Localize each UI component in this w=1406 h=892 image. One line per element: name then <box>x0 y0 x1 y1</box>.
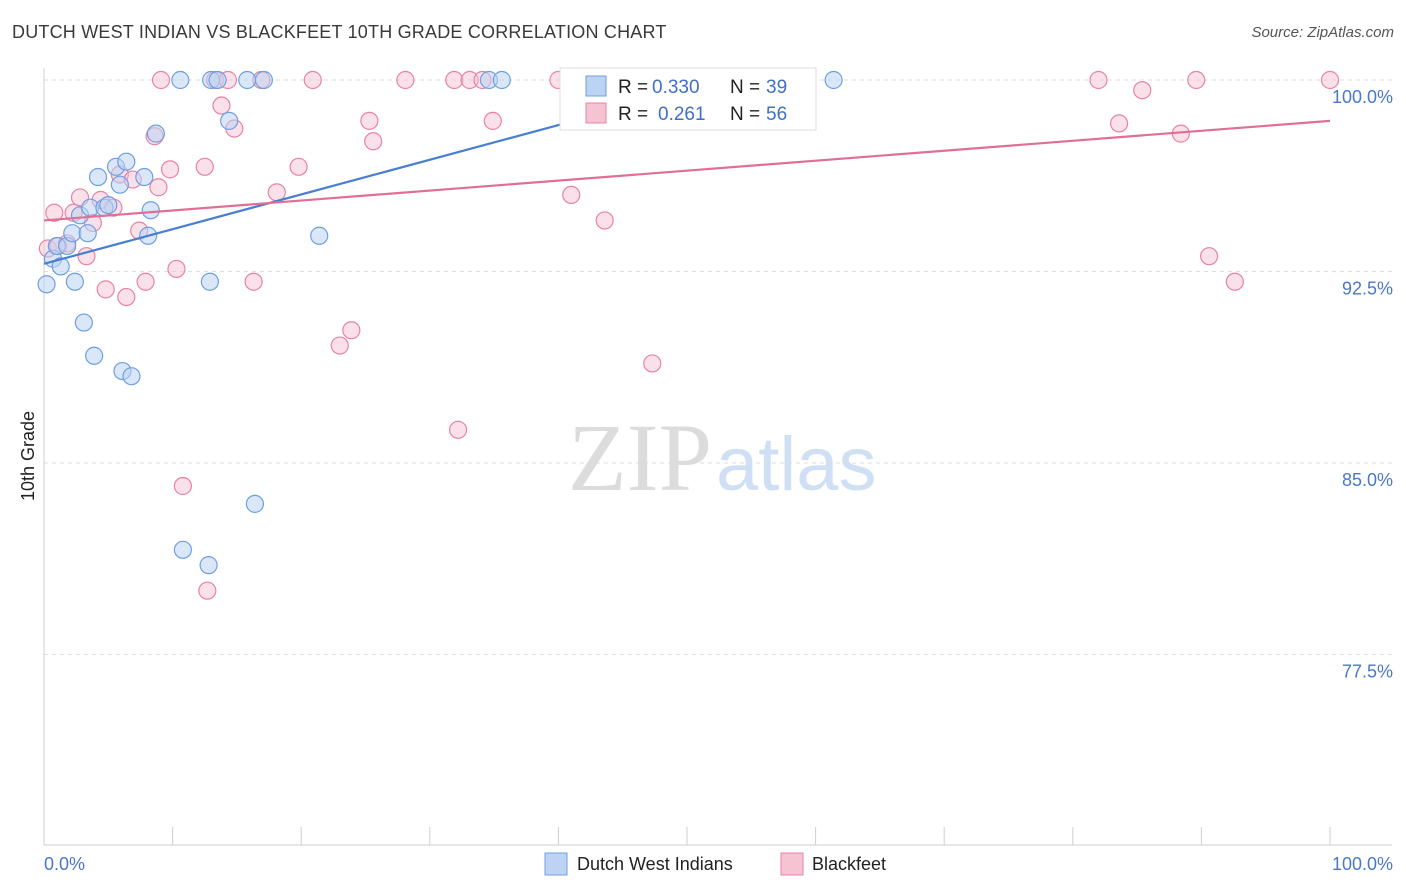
dutch-point-3 <box>51 257 70 276</box>
legend-n-label-dutch: N = <box>730 77 760 98</box>
y-tick-label-3: 77.5% <box>1342 662 1393 682</box>
dutch-point-19 <box>122 367 141 386</box>
bottom-legend-label-dutch: Dutch West Indians <box>577 854 733 874</box>
y-tick-labels: 100.0% 92.5% 85.0% 77.5% <box>1332 87 1393 682</box>
bottom-legend-swatch-blackfeet <box>780 852 804 876</box>
blackfeet-point-50 <box>1133 81 1152 100</box>
blackfeet-point-38 <box>445 70 464 90</box>
dutch-point-34 <box>310 226 329 245</box>
watermark-atlas: atlas <box>716 422 877 507</box>
blackfeet-point-12 <box>117 287 136 307</box>
y-axis-title: 10th Grade <box>18 411 38 501</box>
legend-r-label-dutch: R = <box>618 77 648 98</box>
dutch-point-0 <box>37 275 56 294</box>
legend-r-label-blackfeet: R = <box>618 104 648 125</box>
blackfeet-point-31 <box>289 157 308 176</box>
dutch-point-23 <box>146 124 165 143</box>
blackfeet-point-42 <box>483 111 502 130</box>
y-tick-label-2: 85.0% <box>1342 470 1393 490</box>
blackfeet-point-25 <box>212 96 231 115</box>
dutch-point-36 <box>492 70 511 90</box>
dutch-point-12 <box>88 167 108 187</box>
blackfeet-point-54 <box>1225 272 1244 291</box>
blackfeet-point-44 <box>562 185 581 204</box>
blackfeet-point-1 <box>45 203 64 222</box>
dutch-point-5 <box>63 224 82 243</box>
dutch-point-22 <box>141 201 160 220</box>
blackfeet-point-19 <box>160 160 180 179</box>
dutch-point-6 <box>65 272 84 291</box>
legend-r-value-dutch: 0.330 <box>652 77 700 98</box>
blackfeet-point-22 <box>195 157 214 176</box>
blackfeet-point-55 <box>1320 70 1340 90</box>
data-points <box>37 70 1340 600</box>
blackfeet-point-52 <box>1187 70 1206 90</box>
dutch-point-11 <box>85 346 104 365</box>
blackfeet-point-37 <box>396 70 415 90</box>
grid-lines <box>44 79 1392 655</box>
x-tick-label-max: 100.0% <box>1332 854 1393 874</box>
blackfeet-point-49 <box>1109 114 1129 133</box>
dutch-point-29 <box>208 70 227 90</box>
dutch-point-24 <box>171 70 190 90</box>
blackfeet-point-53 <box>1200 247 1219 266</box>
dutch-point-18 <box>117 152 136 171</box>
dutch-point-25 <box>173 540 192 559</box>
blackfeet-point-30 <box>267 183 286 202</box>
legend-n-value-blackfeet: 56 <box>766 104 787 125</box>
blackfeet-point-34 <box>342 321 361 340</box>
legend-swatch-dutch <box>585 75 607 97</box>
dutch-point-9 <box>78 224 97 243</box>
blackfeet-point-18 <box>151 70 171 90</box>
dutch-point-20 <box>135 167 154 187</box>
bottom-legend-label-blackfeet: Blackfeet <box>812 854 886 874</box>
blackfeet-point-28 <box>244 272 263 291</box>
x-tick-label-min: 0.0% <box>44 854 85 874</box>
blackfeet-point-32 <box>303 70 322 90</box>
blackfeet-trend-line <box>43 119 1331 222</box>
chart-title: DUTCH WEST INDIAN VS BLACKFEET 10TH GRAD… <box>12 22 667 42</box>
dutch-point-38 <box>824 70 843 90</box>
blackfeet-point-39 <box>448 420 468 439</box>
blackfeet-point-20 <box>167 259 186 279</box>
dutch-point-14 <box>99 196 118 215</box>
axes <box>43 68 1392 846</box>
y-tick-label-0: 100.0% <box>1332 87 1393 107</box>
dutch-point-16 <box>110 175 129 194</box>
dutch-point-31 <box>238 70 257 90</box>
dutch-point-32 <box>245 494 265 513</box>
blackfeet-point-35 <box>360 111 379 130</box>
blackfeet-point-17 <box>149 178 168 197</box>
blackfeet-point-36 <box>364 132 383 151</box>
legend-n-value-dutch: 39 <box>766 77 787 98</box>
dutch-point-27 <box>200 272 219 291</box>
correlation-legend: R = 0.330 N = 39 R = 0.261 N = 56 <box>559 67 817 131</box>
bottom-legend-swatch-dutch <box>544 852 568 876</box>
watermark: ZIP atlas <box>568 404 877 511</box>
watermark-zip: ZIP <box>568 404 712 511</box>
blackfeet-point-48 <box>1089 70 1108 90</box>
dutch-point-30 <box>220 111 239 130</box>
blackfeet-point-15 <box>136 272 155 291</box>
legend-swatch-blackfeet <box>585 102 607 124</box>
y-tick-label-1: 92.5% <box>1342 279 1393 299</box>
blackfeet-point-9 <box>96 280 115 299</box>
blackfeet-point-23 <box>198 581 217 600</box>
blackfeet-point-33 <box>330 336 349 355</box>
legend-r-value-blackfeet: 0.261 <box>658 104 706 125</box>
dutch-point-8 <box>74 313 93 332</box>
x-tick-labels: 0.0% 100.0% <box>44 854 1393 874</box>
chart-source: Source: ZipAtlas.com <box>1251 24 1394 41</box>
dutch-point-26 <box>199 556 218 575</box>
dutch-point-33 <box>254 70 274 90</box>
legend-n-label-blackfeet: N = <box>730 104 760 125</box>
blackfeet-point-45 <box>595 211 614 230</box>
blackfeet-point-21 <box>173 476 192 496</box>
series-legend: Dutch West Indians Blackfeet <box>544 852 886 876</box>
blackfeet-point-47 <box>643 354 662 373</box>
